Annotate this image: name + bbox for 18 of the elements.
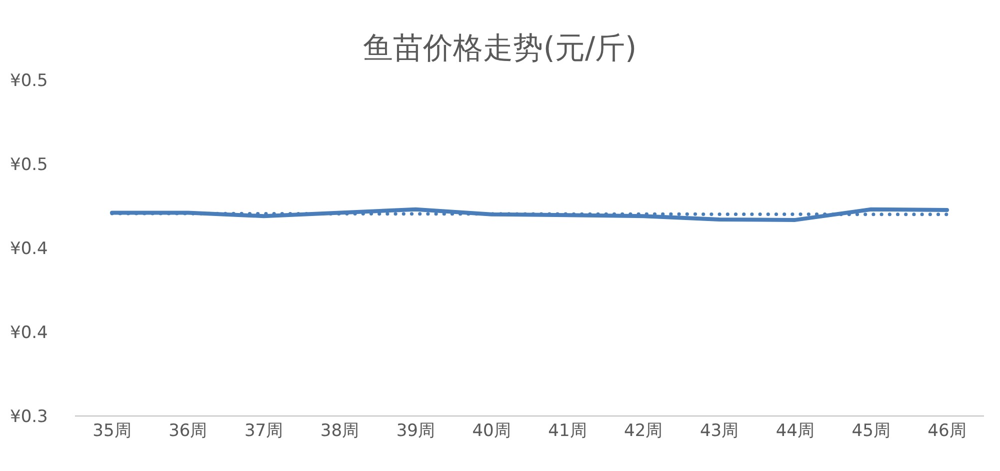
- x-tick-label: 40周: [472, 421, 511, 442]
- y-tick-label: ¥0.5: [10, 71, 48, 92]
- x-tick-label: 46周: [928, 421, 966, 442]
- x-tick-label: 35周: [92, 421, 132, 442]
- chart-title: 鱼苗价格走势(元/斤): [362, 30, 638, 68]
- y-tick-label: ¥0.5: [10, 155, 48, 176]
- x-tick-label: 36周: [168, 421, 208, 442]
- y-tick-label: ¥0.4: [10, 323, 48, 344]
- x-tick-label: 38周: [320, 421, 360, 442]
- x-tick-label: 44周: [776, 421, 814, 442]
- x-tick-label: 41周: [548, 421, 587, 442]
- x-tick-label: 43周: [700, 421, 739, 442]
- y-tick-label: ¥0.4: [10, 239, 48, 260]
- y-tick-label: ¥0.3: [10, 407, 48, 428]
- x-tick-label: 45周: [852, 421, 890, 442]
- x-tick-label: 37周: [244, 421, 284, 442]
- x-tick-label: 39周: [396, 421, 435, 442]
- x-tick-label: 42周: [624, 421, 663, 442]
